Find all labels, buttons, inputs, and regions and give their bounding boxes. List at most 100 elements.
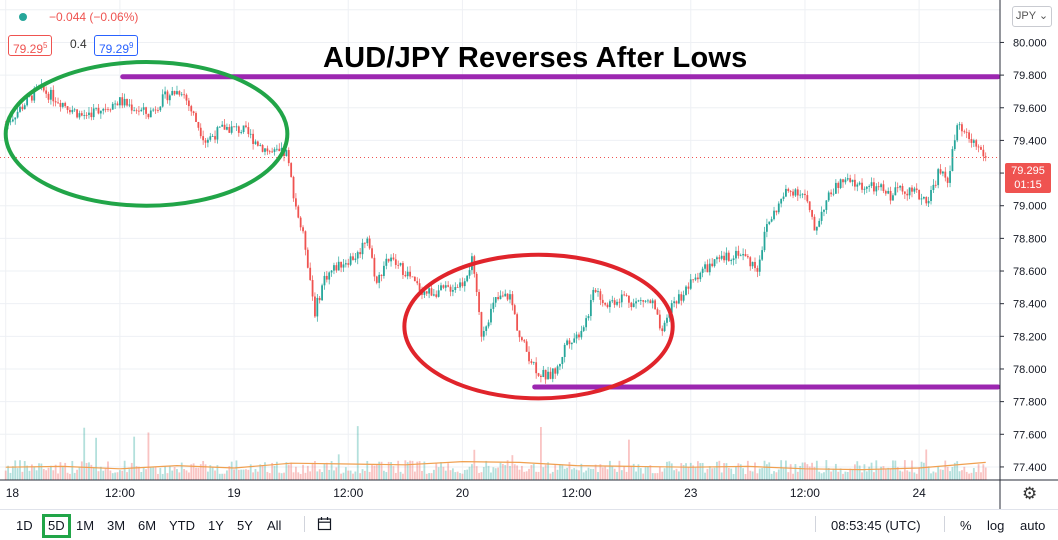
candle-body	[575, 334, 578, 339]
gear-icon[interactable]: ⚙	[1022, 484, 1038, 503]
volume-bar	[889, 468, 892, 480]
range-button-3m[interactable]: 3M	[107, 518, 126, 533]
candle-body	[903, 191, 906, 194]
volume-bar	[61, 467, 64, 480]
volume-bar	[375, 464, 378, 480]
volume-bar	[930, 473, 932, 480]
bid-price-fraction: 5	[43, 41, 48, 50]
volume-bar	[651, 473, 654, 480]
candle-body	[195, 113, 197, 122]
volume-bar	[240, 469, 243, 480]
candle-body	[642, 300, 645, 302]
volume-bar	[777, 469, 780, 480]
volume-bar	[946, 466, 949, 480]
x-tick-label: 20	[456, 486, 470, 500]
volume-bar	[573, 468, 576, 480]
candle-body	[635, 301, 637, 304]
candle-body	[551, 368, 554, 379]
volume-bar	[316, 471, 319, 480]
candle-body	[777, 203, 780, 213]
candle-body	[739, 255, 742, 257]
range-button-1d[interactable]: 1D	[16, 518, 33, 533]
volume-bar	[970, 472, 973, 480]
y-tick-label: 77.800	[1013, 397, 1047, 409]
candle-body	[922, 196, 925, 199]
range-button-6m[interactable]: 6M	[138, 518, 157, 533]
candle-body	[47, 93, 50, 100]
candle-body	[30, 95, 33, 101]
volume-bar	[818, 471, 821, 480]
ask-box[interactable]: 79.299	[94, 35, 139, 56]
candle-body	[78, 113, 81, 118]
percent-scale-button[interactable]: %	[960, 518, 972, 533]
range-button-5y[interactable]: 5Y	[237, 518, 253, 533]
volume-bar	[625, 471, 628, 480]
candle-body	[261, 145, 264, 152]
range-button-1m[interactable]: 1M	[76, 518, 95, 533]
range-button-5d[interactable]: 5D	[42, 514, 71, 538]
candle-body	[111, 103, 114, 110]
range-button-ytd[interactable]: YTD	[169, 518, 195, 533]
volume-bar	[109, 470, 112, 480]
volume-bar	[47, 467, 50, 480]
auto-scale-button[interactable]: auto	[1020, 518, 1046, 533]
volume-bar	[35, 470, 38, 480]
candle-body	[706, 264, 709, 273]
candle-body	[699, 272, 702, 280]
candle-body	[875, 186, 878, 192]
candle-body	[920, 198, 923, 200]
currency-button[interactable]: JPY ⌄	[1012, 6, 1052, 27]
candle-body	[932, 184, 935, 191]
status-dot	[19, 13, 27, 21]
volume-bar	[849, 468, 852, 480]
candle-body	[559, 363, 561, 367]
volume-bar	[254, 468, 257, 480]
candle-body	[9, 121, 12, 123]
volume-bar	[80, 461, 83, 480]
y-tick-label: 78.200	[1013, 331, 1047, 343]
candle-body	[64, 102, 67, 107]
volume-bar	[556, 469, 559, 480]
volume-bar	[730, 468, 733, 480]
x-tick-label: 12:00	[562, 486, 592, 500]
range-button-1y[interactable]: 1Y	[208, 518, 224, 533]
candle-body	[247, 127, 250, 135]
volume-bar	[606, 469, 609, 480]
candle-body	[827, 192, 830, 201]
calendar-icon[interactable]	[317, 516, 332, 531]
candle-body	[340, 261, 343, 268]
candle-body	[368, 238, 371, 249]
volume-bar	[121, 470, 124, 480]
candle-body	[513, 305, 516, 315]
candle-body	[397, 264, 400, 266]
candle-body	[54, 101, 57, 103]
candle-body	[792, 191, 794, 196]
log-scale-button[interactable]: log	[987, 518, 1005, 533]
candle-body	[628, 295, 630, 303]
candle-body	[233, 126, 235, 128]
volume-bar	[23, 461, 26, 480]
candle-body	[14, 117, 17, 120]
volume-bar	[877, 469, 880, 480]
candle-body	[173, 90, 176, 95]
bid-box[interactable]: 79.295	[8, 35, 53, 56]
volume-bar	[11, 466, 14, 480]
candle-body	[873, 182, 875, 192]
volume-bar	[478, 472, 480, 480]
utc-clock[interactable]: 08:53:45 (UTC)	[831, 518, 921, 533]
volume-bar	[656, 473, 659, 480]
volume-bar	[452, 468, 454, 480]
x-tick-label: 12:00	[105, 486, 135, 500]
volume-bar	[247, 469, 250, 480]
candle-body	[806, 195, 809, 202]
volume-bar	[21, 471, 24, 480]
candle-body	[352, 256, 354, 260]
volume-bar	[361, 469, 364, 480]
candle-body	[237, 126, 240, 133]
candle-body	[751, 261, 754, 267]
volume-bar	[689, 462, 692, 480]
volume-bar	[723, 463, 725, 480]
range-button-all[interactable]: All	[267, 518, 282, 533]
candle-body	[982, 149, 985, 157]
